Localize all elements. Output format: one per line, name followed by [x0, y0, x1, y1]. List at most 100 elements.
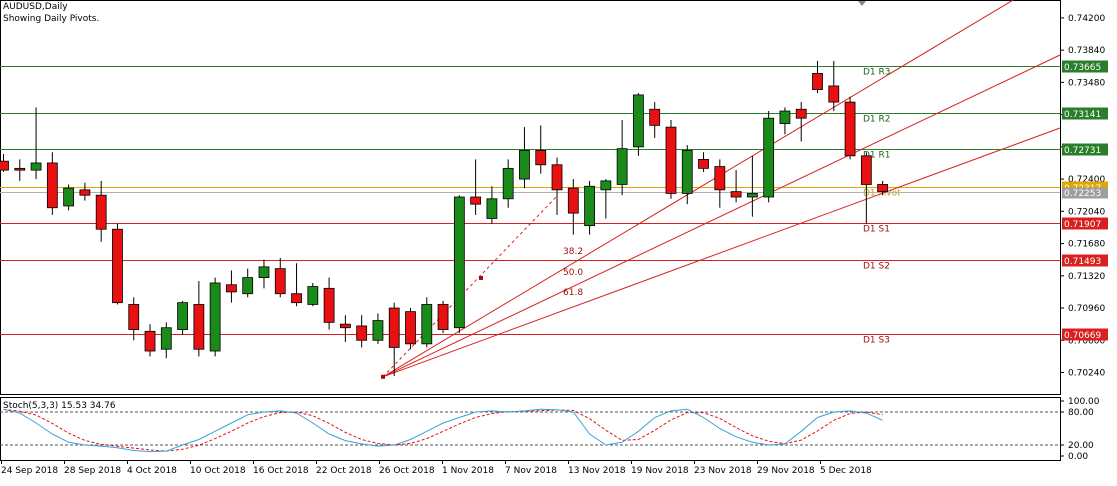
candle-bearish	[567, 187, 579, 214]
fib-fan-label: 61.8	[563, 288, 583, 298]
candle-bullish	[372, 320, 384, 341]
date-axis-label: 4 Oct 2018	[127, 466, 177, 476]
pivot-price-value: 0.72731	[1064, 146, 1101, 156]
date-axis-label: 28 Sep 2018	[64, 466, 121, 476]
fib-fan-line	[382, 54, 1061, 378]
candle-bearish	[470, 196, 482, 205]
candle-bearish	[665, 126, 677, 194]
date-axis-label: 24 Sep 2018	[1, 466, 58, 476]
candle-bullish	[453, 196, 465, 329]
candle-bullish	[242, 277, 254, 295]
candle-bullish	[600, 180, 612, 191]
candle-bearish	[46, 162, 58, 209]
candle-bullish	[258, 266, 270, 278]
candle-bearish	[323, 287, 335, 323]
price-axis-label: 0.74200	[1068, 14, 1105, 24]
candle-bullish	[633, 94, 644, 148]
fib-anchor-point	[479, 276, 483, 280]
candle-bullish	[421, 304, 433, 345]
candle-bearish	[649, 108, 661, 126]
fib-fan-line	[382, 127, 1061, 378]
price-axis-label: 0.70240	[1068, 369, 1105, 379]
stoch-label: Stoch(5,3,3) 15.53 34.76	[3, 401, 116, 411]
candle-bullish	[177, 302, 188, 330]
candle-bearish	[405, 311, 416, 345]
candle-bearish	[535, 150, 547, 166]
candle-bearish	[795, 108, 807, 119]
stoch-axis-label: 100.00	[1068, 397, 1100, 407]
candle-bearish	[274, 268, 286, 295]
candle-bearish	[698, 158, 709, 169]
pivot-price-tag	[1062, 143, 1108, 156]
candle-bullish	[584, 185, 595, 227]
pivot-price-tag	[1062, 254, 1108, 267]
candle-bearish	[144, 330, 156, 352]
candle-bullish	[616, 148, 628, 185]
pivot-label: D1 S2	[863, 262, 890, 272]
candle-bullish	[160, 327, 172, 350]
pivot-price-tag	[1062, 107, 1108, 120]
date-axis-label: 22 Oct 2018	[316, 466, 372, 476]
candle-bearish	[95, 194, 107, 230]
pivot-price-value: 0.73665	[1064, 63, 1101, 73]
stoch-axis-label: 0.00	[1068, 452, 1088, 462]
pivot-label: D1 R1	[863, 151, 891, 161]
candle-bearish	[79, 189, 91, 196]
price-axis-label: 0.73480	[1068, 78, 1105, 88]
price-axis-label: 0.71320	[1068, 272, 1105, 282]
candle-bearish	[339, 323, 351, 329]
candle-bearish	[844, 101, 856, 157]
pivot-price-value: 0.71493	[1064, 257, 1101, 267]
bid-price-tag	[1062, 187, 1108, 199]
candle-bullish	[486, 198, 498, 219]
stoch-axis-label: 20.00	[1068, 441, 1094, 451]
price-axis-label: 0.71680	[1068, 240, 1105, 250]
price-axis-label: 0.72040	[1068, 207, 1105, 217]
stoch-main-line	[3, 408, 883, 453]
price-axis-label: 0.70600	[1068, 336, 1105, 346]
candle-bearish	[193, 304, 205, 350]
pivot-price-value: 0.73141	[1064, 110, 1101, 120]
candle-bearish	[437, 304, 449, 330]
pivot-price-tag	[1062, 328, 1108, 341]
pivot-label: D1 R2	[863, 115, 891, 125]
candle-bullish	[502, 167, 514, 200]
candle-bearish	[877, 184, 889, 193]
main-pane-frame	[0, 0, 1061, 395]
price-axis-label: 0.72400	[1068, 175, 1105, 185]
candle-bullish	[63, 187, 75, 207]
pivot-label: D1 R3	[863, 68, 891, 78]
candle-bullish	[209, 282, 221, 352]
candle-bearish	[714, 166, 726, 191]
stoch-pane-frame	[0, 397, 1061, 461]
date-axis-label: 29 Nov 2018	[757, 466, 815, 476]
candle-bearish	[860, 155, 872, 185]
date-axis-label: 16 Oct 2018	[253, 466, 309, 476]
date-axis-label: 19 Nov 2018	[631, 466, 689, 476]
candle-bullish	[307, 286, 319, 305]
candle-bearish	[0, 160, 9, 171]
date-axis-label: 26 Oct 2018	[379, 466, 435, 476]
fib-fan-label: 50.0	[563, 268, 583, 278]
candle-bullish	[763, 117, 775, 198]
date-axis-label: 1 Nov 2018	[442, 466, 494, 476]
price-axis-label: 0.70960	[1068, 304, 1105, 314]
candle-bearish	[388, 307, 400, 348]
symbol-label: AUDUSD,Daily	[3, 2, 68, 12]
pivot-price-tag	[1062, 60, 1108, 73]
bid-price-value: 0.72253	[1064, 189, 1101, 199]
indicator-label: Showing Daily Pivots.	[3, 14, 100, 24]
date-axis-label: 7 Nov 2018	[505, 466, 557, 476]
candle-bullish	[779, 110, 791, 124]
candle-bullish	[30, 162, 42, 171]
candle-bullish	[746, 193, 758, 198]
date-axis-label: 13 Nov 2018	[568, 466, 626, 476]
date-axis-label: 23 Nov 2018	[694, 466, 752, 476]
pivot-price-value: 0.70669	[1064, 331, 1101, 341]
pivot-label: D1 S1	[863, 225, 890, 235]
price-axis-label: 0.73840	[1068, 46, 1105, 56]
date-axis-label: 5 Dec 2018	[820, 466, 872, 476]
scroll-marker-icon	[858, 1, 866, 6]
